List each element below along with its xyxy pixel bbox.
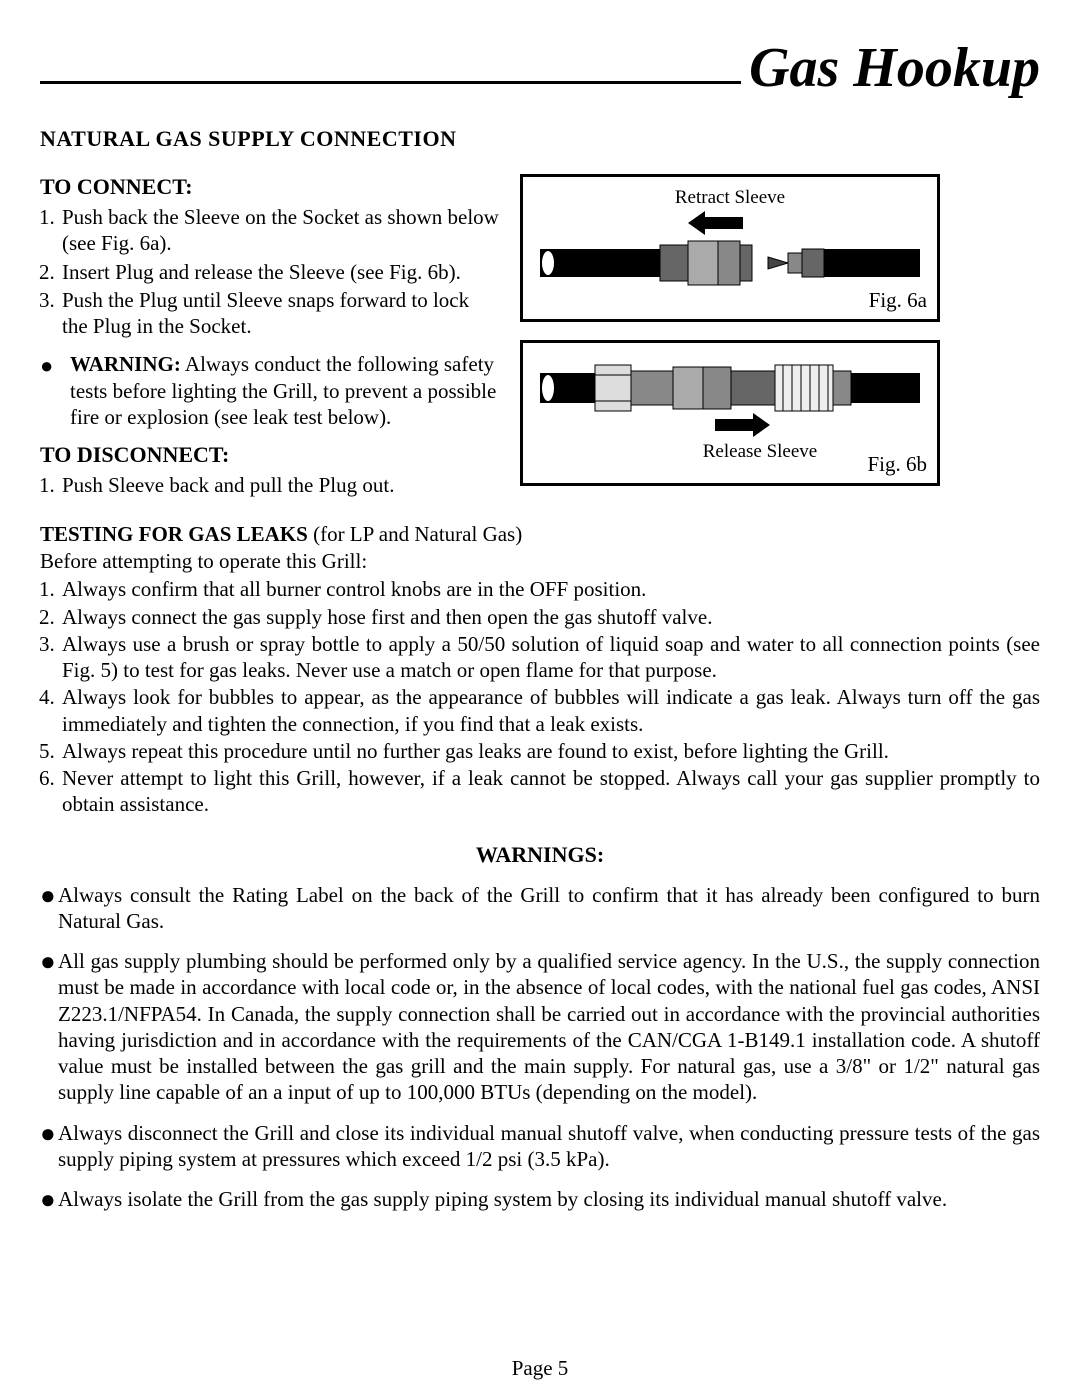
bullet-icon: ● — [40, 882, 58, 935]
disconnect-heading: TO DISCONNECT: — [40, 442, 500, 468]
right-column: Retract Sleeve — [520, 174, 940, 500]
leak-intro: Before attempting to operate this Grill: — [40, 549, 1040, 574]
connect-warning: ● WARNING: Always conduct the following … — [40, 351, 500, 430]
figure-6b: Release Sleeve Fig. 6b — [520, 340, 940, 486]
connect-step: Push back the Sleeve on the Socket as sh… — [60, 204, 500, 257]
leak-step: Always confirm that all burner control k… — [60, 576, 1040, 602]
bullet-icon: ● — [40, 1186, 58, 1212]
leak-step: Never attempt to light this Grill, howev… — [60, 765, 1040, 818]
bullet-icon: ● — [40, 1120, 58, 1173]
leak-step: Always look for bubbles to appear, as th… — [60, 684, 1040, 737]
figure-6a: Retract Sleeve — [520, 174, 940, 322]
header-rule — [40, 81, 741, 84]
warning-item: ●Always consult the Rating Label on the … — [40, 882, 1040, 935]
warning-item: ●All gas supply plumbing should be perfo… — [40, 948, 1040, 1106]
figure-6a-label: Fig. 6a — [869, 288, 927, 313]
leak-step: Always repeat this procedure until no fu… — [60, 738, 1040, 764]
connect-step: Insert Plug and release the Sleeve (see … — [60, 259, 500, 285]
page-number: Page 5 — [0, 1356, 1080, 1381]
section-heading: NATURAL GAS SUPPLY CONNECTION — [40, 126, 1040, 152]
disconnect-step: Push Sleeve back and pull the Plug out. — [60, 472, 500, 498]
leak-step: Always connect the gas supply hose first… — [60, 604, 1040, 630]
warning-item: ●Always disconnect the Grill and close i… — [40, 1120, 1040, 1173]
bullet-icon: ● — [40, 351, 56, 430]
header: Gas Hookup — [40, 40, 1040, 96]
leak-step: Always use a brush or spray bottle to ap… — [60, 631, 1040, 684]
warnings-list: ●Always consult the Rating Label on the … — [40, 882, 1040, 1213]
warning-item: ●Always isolate the Grill from the gas s… — [40, 1186, 1040, 1212]
connect-heading: TO CONNECT: — [40, 174, 500, 200]
figure-6b-diagram — [540, 353, 920, 437]
warning-label: WARNING: — [70, 352, 181, 376]
connect-steps: Push back the Sleeve on the Socket as sh… — [40, 204, 500, 339]
figure-6a-diagram — [540, 211, 920, 299]
bullet-icon: ● — [40, 948, 58, 1106]
disconnect-steps: Push Sleeve back and pull the Plug out. — [40, 472, 500, 498]
warnings-heading: WARNINGS: — [40, 842, 1040, 868]
figure-6a-caption: Retract Sleeve — [533, 187, 927, 209]
leak-steps: Always confirm that all burner control k… — [40, 576, 1040, 817]
connect-step: Push the Plug until Sleeve snaps forward… — [60, 287, 500, 340]
page-title: Gas Hookup — [749, 40, 1040, 96]
left-column: TO CONNECT: Push back the Sleeve on the … — [40, 174, 500, 500]
figure-6b-label: Fig. 6b — [867, 452, 927, 477]
leak-heading: TESTING FOR GAS LEAKS (for LP and Natura… — [40, 522, 1040, 547]
